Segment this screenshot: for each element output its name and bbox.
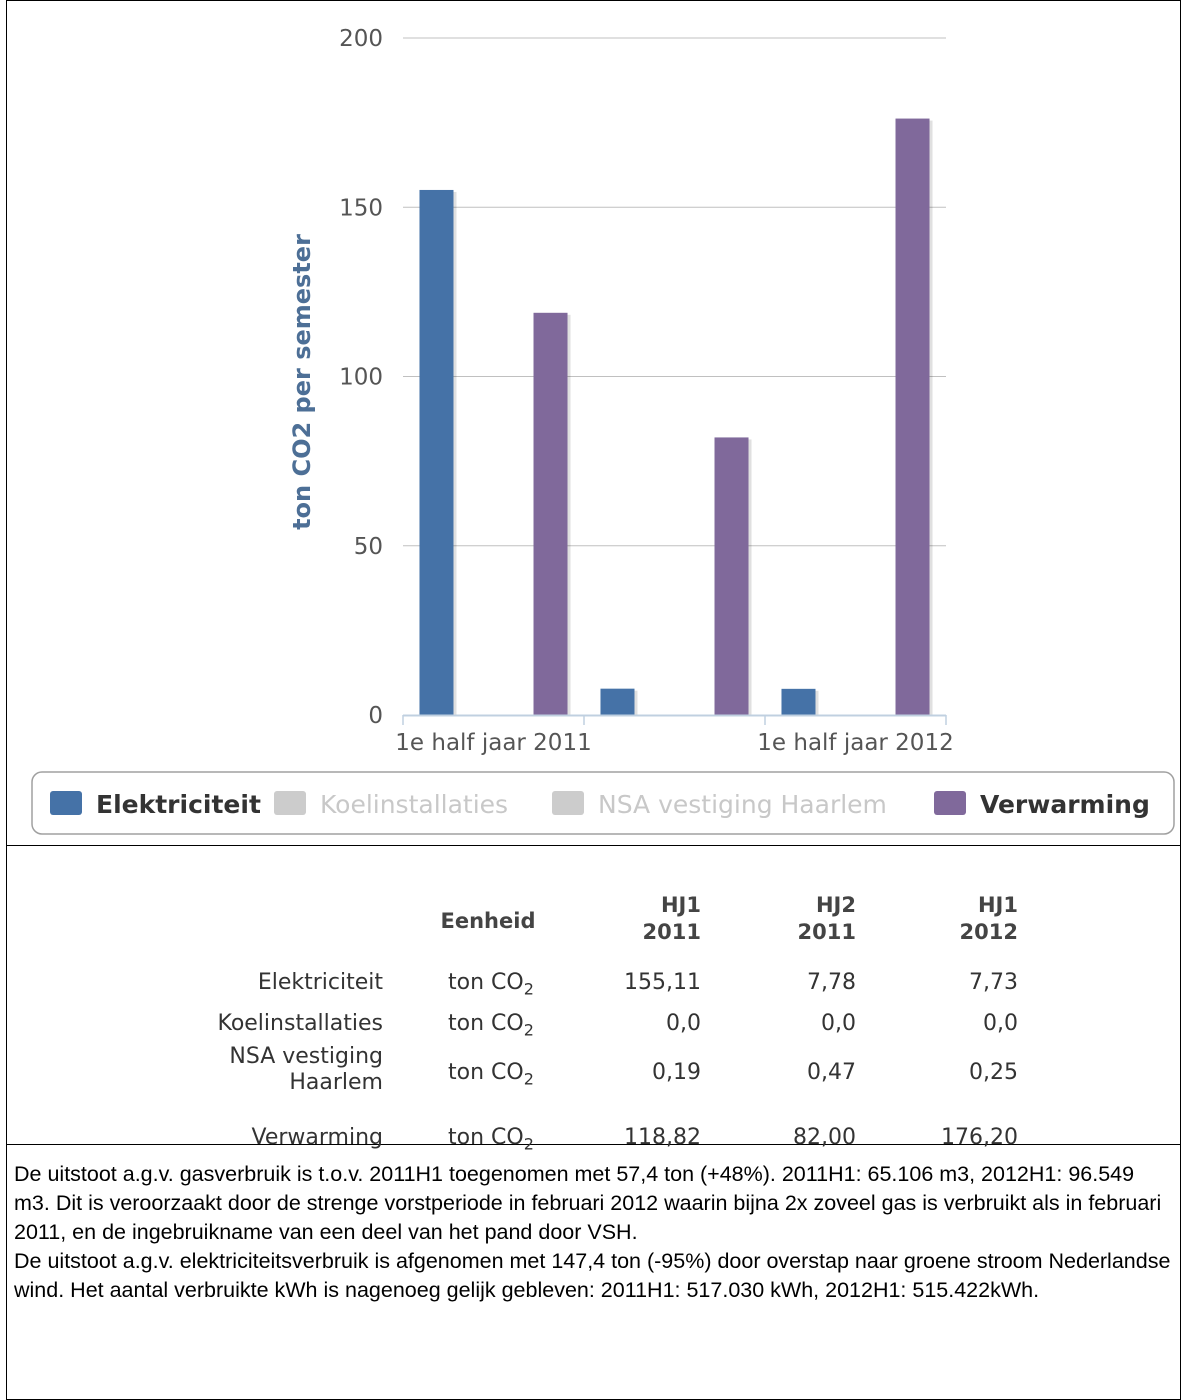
table-row-unit: ton CO2 <box>448 1011 534 1040</box>
table-cell: 0,0 <box>821 1011 856 1036</box>
grid-lines: 0 50 100 150 200 <box>339 26 946 729</box>
legend-swatch[interactable] <box>934 791 966 815</box>
table-cell: 0,25 <box>969 1060 1018 1085</box>
bar <box>600 688 635 715</box>
divider-chart-table <box>6 845 1181 846</box>
note-electricity: De uitstoot a.g.v. elektriciteitsverbrui… <box>14 1249 1171 1302</box>
table-cell: 0,47 <box>807 1060 856 1085</box>
divider-table-notes <box>6 1144 1181 1145</box>
note-gas: De uitstoot a.g.v. gasverbruik is t.o.v.… <box>14 1162 1162 1244</box>
table-cell: 0,0 <box>983 1011 1018 1036</box>
table-row-unit: ton CO2 <box>448 1125 534 1154</box>
table-row-unit: ton CO2 <box>448 1060 534 1089</box>
table-cell: 176,20 <box>941 1125 1018 1150</box>
table-header-period: HJ1 2011 <box>642 893 701 944</box>
table-header-period: HJ1 2012 <box>959 893 1018 944</box>
legend-swatch[interactable] <box>552 791 584 815</box>
table-cell: 118,82 <box>624 1125 701 1150</box>
y-tick-label: 150 <box>339 195 383 221</box>
bar <box>781 688 816 715</box>
legend-item[interactable]: Elektriciteit <box>96 790 261 819</box>
bar <box>714 437 749 715</box>
x-axis: 1e half jaar 2011 1e half jaar 2012 <box>395 714 954 756</box>
legend-swatch[interactable] <box>274 791 306 815</box>
legend-item[interactable]: NSA vestiging Haarlem <box>598 790 887 819</box>
bar <box>419 189 454 716</box>
table-row-unit: ton CO2 <box>448 970 534 999</box>
table-row-label: NSA vestiging Haarlem <box>229 1044 383 1095</box>
y-tick-label: 50 <box>354 534 383 560</box>
data-table: Eenheid HJ1 2011 HJ2 2011 HJ1 2012 Elektricitei… <box>8 860 1178 1153</box>
table-cell: 82,00 <box>793 1125 856 1150</box>
bar <box>895 118 930 716</box>
legend-item[interactable]: Koelinstallaties <box>320 790 508 819</box>
table-cell: 7,78 <box>807 970 856 995</box>
x-tick-label: 1e half jaar 2011 <box>395 730 591 756</box>
y-tick-label: 100 <box>339 365 383 391</box>
y-axis-label: ton CO2 per semester <box>288 234 316 530</box>
legend-box <box>31 771 1175 835</box>
bars <box>419 118 933 716</box>
table-row-label: Koelinstallaties <box>217 1011 383 1036</box>
legend: Elektriciteit Koelinstallaties NSA vestigi… <box>31 771 1175 835</box>
y-tick-label: 200 <box>339 26 383 52</box>
table-cell: 155,11 <box>624 970 701 995</box>
table-cell: 0,19 <box>652 1060 701 1085</box>
table-header-unit: Eenheid <box>440 909 536 933</box>
legend-item[interactable]: Verwarming <box>980 790 1150 819</box>
table-cell: 0,0 <box>666 1011 701 1036</box>
x-tick-label: 1e half jaar 2012 <box>757 730 953 756</box>
notes-text: De uitstoot a.g.v. gasverbruik is t.o.v.… <box>14 1160 1174 1305</box>
bar <box>533 312 568 715</box>
table-cell: 7,73 <box>969 970 1018 995</box>
legend-swatch[interactable] <box>50 791 82 815</box>
y-tick-label: 0 <box>368 703 383 729</box>
table-row-label: Elektriciteit <box>257 970 383 995</box>
table-row-label: Verwarming <box>251 1125 383 1150</box>
table-header-period: HJ2 2011 <box>797 893 856 944</box>
